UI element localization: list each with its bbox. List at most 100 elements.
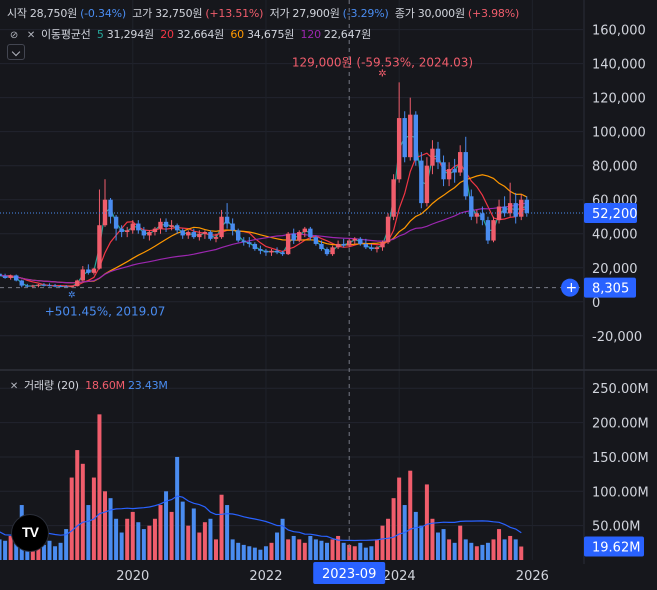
- ma60-line: [0, 174, 528, 284]
- volume-bar: [397, 477, 402, 560]
- candle-body: [41, 284, 47, 286]
- candle-body: [174, 225, 180, 231]
- candle-body: [502, 206, 507, 214]
- candle-body: [152, 228, 158, 233]
- open-value: 28,750원: [29, 7, 78, 20]
- ma-name: 이동평균선: [41, 28, 91, 41]
- volume-bar: [197, 532, 202, 560]
- candle-body: [136, 223, 141, 231]
- candle-body: [86, 269, 91, 273]
- eye-off-icon[interactable]: ⊘: [9, 30, 19, 41]
- volume-bar: [341, 542, 346, 560]
- candle-body: [163, 221, 169, 227]
- volume-bar: [430, 518, 435, 560]
- volume-bar: [497, 529, 502, 560]
- candle-body: [186, 232, 191, 236]
- open-change: (-0.34%): [80, 7, 126, 20]
- candle-body: [491, 220, 496, 241]
- volume-bar: [119, 532, 124, 560]
- open-label: 시작: [7, 7, 27, 20]
- volume-bar: [263, 546, 268, 560]
- plus-icon: +: [566, 280, 578, 296]
- candle-body: [197, 233, 202, 238]
- volume-bar: [291, 535, 296, 560]
- ma5-line: [0, 135, 527, 288]
- volume-bar: [463, 539, 468, 560]
- candle-body: [463, 152, 468, 197]
- volume-bar: [114, 518, 119, 560]
- candle-body: [208, 232, 213, 239]
- close-icon[interactable]: ✕: [9, 381, 19, 392]
- candle-body: [269, 250, 274, 253]
- volume-bar: [374, 539, 379, 560]
- crosshair-time-badge: [313, 562, 386, 584]
- candle-body: [485, 220, 491, 241]
- volume-bar: [186, 525, 191, 560]
- candle-body: [191, 232, 196, 238]
- volume-legend: ✕ 거래량 (20) 18.60M 23.43M: [7, 377, 171, 394]
- candle-body: [324, 249, 330, 255]
- candle-body: [480, 213, 485, 221]
- volume-bar: [236, 542, 241, 560]
- volume-bar: [247, 546, 252, 560]
- volume-bar: [436, 532, 440, 560]
- volume-bar: [0, 539, 2, 560]
- candle-body: [47, 285, 52, 287]
- crosshair-price-badge: [584, 277, 636, 298]
- candle-body: [2, 276, 8, 278]
- high-label: 고가: [132, 7, 153, 20]
- volume-bar: [103, 491, 107, 560]
- volume-bar: [424, 484, 429, 560]
- time-tick-label: 2026: [516, 569, 549, 584]
- ma-legend: ⊘ ✕ 이동평균선 5 31,294원 20 32,664원 60 34,675원 120…: [7, 26, 374, 43]
- volume-bar: [214, 539, 218, 560]
- candle-body: [202, 232, 208, 234]
- volume-bar: [147, 525, 152, 560]
- price-tick-label: 120,000: [592, 92, 646, 107]
- volume-bar: [313, 539, 318, 560]
- volume-bar: [336, 535, 341, 560]
- candle-body: [158, 221, 163, 229]
- candle-body: [274, 250, 280, 253]
- volume-bar: [280, 518, 285, 560]
- close-icon[interactable]: ✕: [26, 30, 36, 41]
- candle-body: [147, 232, 152, 236]
- volume-bar: [175, 456, 180, 560]
- volume-bar: [75, 450, 80, 560]
- volume-bar: [386, 518, 391, 560]
- volume-bar: [469, 542, 474, 560]
- volume-ma-line: [0, 495, 522, 542]
- candle-body: [0, 273, 2, 277]
- volume-tick-label: 200.00M: [592, 417, 649, 432]
- candle-body: [63, 286, 69, 288]
- high-value: 32,750원: [155, 7, 203, 20]
- ma5-period: 5: [96, 28, 104, 41]
- volume-bar: [169, 511, 174, 560]
- time-tick-label: 2022: [249, 569, 282, 584]
- ma5-value: 31,294원: [106, 28, 154, 41]
- candle-body: [130, 223, 135, 231]
- ohlc-legend: 시작 28,750원 (-0.34%) 고가 32,750원 (+13.51%) 저가 2…: [7, 5, 522, 21]
- candle-body: [285, 233, 291, 255]
- candle-body: [52, 285, 58, 287]
- time-tick-label: 2024: [383, 569, 416, 584]
- ma20-period: 20: [160, 28, 174, 41]
- candle-body: [247, 242, 252, 244]
- last-price-label: 52,200: [592, 207, 638, 222]
- candle-body: [213, 237, 219, 239]
- volume-bar: [41, 544, 46, 560]
- candle-body: [236, 230, 241, 241]
- volume-bar: [275, 532, 280, 560]
- candle-body: [180, 230, 185, 236]
- tradingview-logo-icon[interactable]: [12, 515, 48, 551]
- candle-body: [363, 243, 369, 248]
- candle-body: [113, 216, 119, 229]
- price-tick-label: 100,000: [592, 126, 646, 141]
- candle-body: [452, 169, 457, 173]
- collapse-legend-button[interactable]: [7, 44, 25, 60]
- candle-body: [380, 242, 385, 248]
- volume-bar: [308, 535, 313, 560]
- volume-bar: [408, 470, 413, 560]
- candle-body: [430, 148, 435, 166]
